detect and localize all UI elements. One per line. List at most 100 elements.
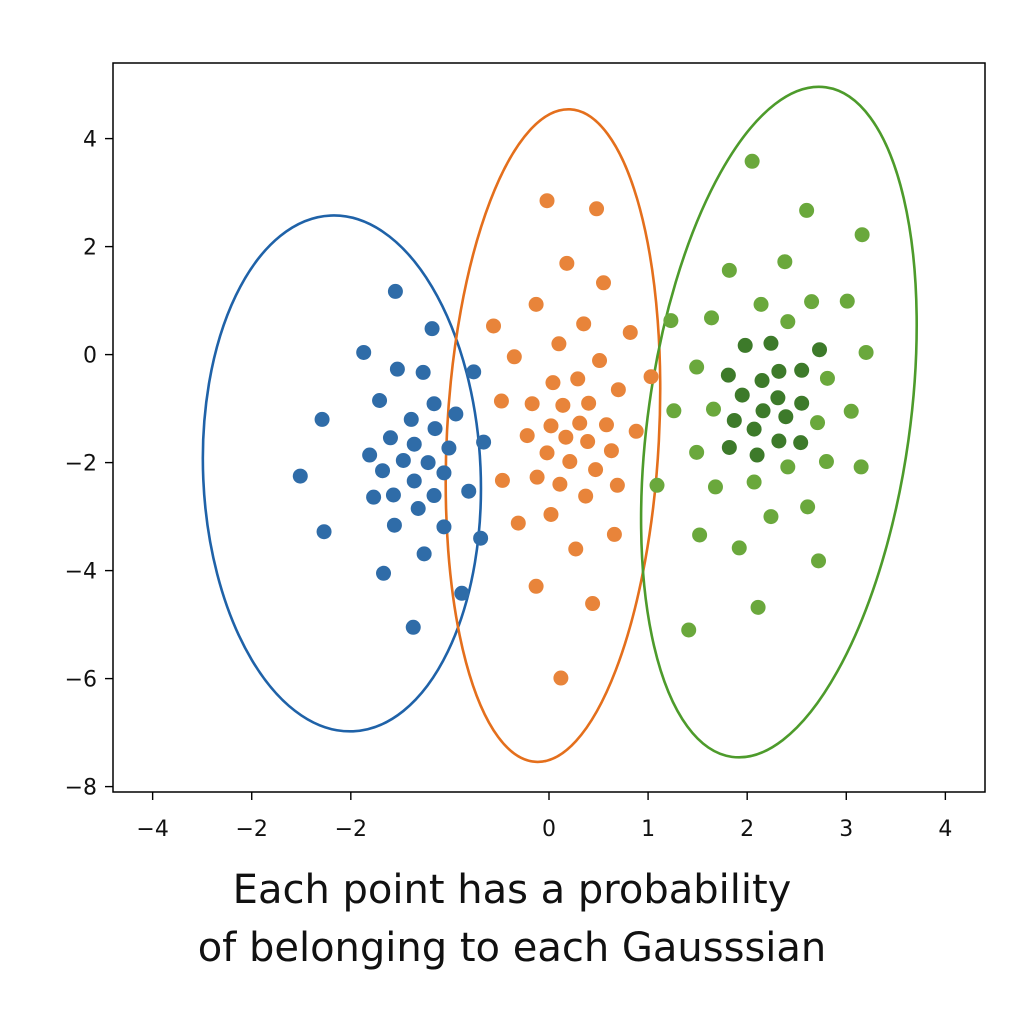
- data-point: [356, 344, 372, 360]
- data-point: [510, 515, 526, 531]
- data-point: [461, 483, 477, 499]
- data-point: [592, 353, 608, 369]
- data-point: [603, 443, 619, 459]
- data-point: [726, 412, 742, 428]
- data-point: [406, 436, 422, 452]
- y-tick-label: −8: [65, 776, 97, 801]
- caption-line-2: of belonging to each Gausssian: [197, 925, 827, 971]
- data-point: [746, 474, 762, 490]
- data-point: [804, 294, 820, 310]
- data-point: [778, 409, 794, 425]
- data-point: [528, 578, 544, 594]
- data-point: [473, 530, 489, 546]
- data-point: [493, 393, 509, 409]
- data-point: [427, 421, 443, 437]
- data-point: [436, 465, 452, 481]
- y-axis: 4 2 0 −2 −4 −6 −8: [65, 128, 113, 801]
- data-point: [853, 459, 869, 475]
- data-point: [559, 255, 575, 271]
- data-point: [529, 469, 545, 485]
- data-point: [387, 283, 403, 299]
- data-point: [780, 459, 796, 475]
- data-point: [410, 501, 426, 516]
- data-point: [770, 390, 786, 406]
- data-point: [454, 585, 470, 601]
- data-point: [628, 423, 644, 439]
- data-point: [555, 397, 571, 413]
- x-tick-label: 4: [938, 817, 952, 842]
- data-point: [707, 479, 723, 495]
- data-point: [737, 337, 753, 353]
- data-point: [578, 488, 594, 504]
- data-point: [543, 506, 559, 522]
- data-point: [292, 468, 308, 484]
- data-point: [705, 401, 721, 417]
- x-tick-label: 1: [641, 817, 655, 842]
- data-point: [580, 434, 596, 450]
- data-point: [426, 488, 442, 504]
- data-point: [568, 541, 584, 557]
- data-point: [771, 363, 787, 379]
- data-point: [415, 364, 431, 380]
- data-point: [598, 417, 614, 433]
- y-tick-label: −2: [65, 452, 97, 477]
- data-point: [818, 454, 834, 470]
- data-point: [553, 670, 569, 686]
- data-point: [405, 619, 421, 635]
- data-point: [403, 411, 419, 427]
- data-point: [854, 227, 870, 243]
- x-tick-label: −4: [136, 817, 168, 842]
- data-point: [589, 201, 605, 217]
- data-point: [643, 369, 659, 385]
- ellipse-layer: [201, 85, 918, 764]
- data-point: [596, 275, 611, 291]
- data-point: [681, 622, 697, 638]
- data-point: [843, 403, 859, 419]
- data-point: [720, 367, 736, 383]
- data-point: [476, 434, 492, 450]
- data-point: [692, 527, 708, 543]
- data-point: [395, 452, 411, 468]
- data-point: [810, 415, 826, 431]
- y-tick-label: −6: [65, 668, 97, 693]
- caption-line-1: Each point has a probability: [232, 867, 792, 913]
- data-point: [750, 599, 766, 615]
- gaussian-ellipse-2: [444, 108, 662, 764]
- data-point: [763, 335, 779, 351]
- data-point: [420, 455, 436, 471]
- data-point: [366, 489, 382, 505]
- data-point: [734, 387, 750, 403]
- data-point: [494, 472, 510, 488]
- data-point: [581, 395, 597, 411]
- data-point: [362, 447, 378, 463]
- data-point: [610, 382, 626, 398]
- x-tick-label: 3: [839, 817, 853, 842]
- data-point: [441, 440, 457, 456]
- data-point: [524, 396, 540, 412]
- data-point: [389, 361, 405, 377]
- data-point: [731, 540, 747, 556]
- x-tick-label: 2: [740, 817, 754, 842]
- data-point: [506, 349, 522, 365]
- y-tick-label: 4: [83, 128, 97, 153]
- data-point: [721, 262, 737, 278]
- data-point: [424, 321, 440, 337]
- data-point: [746, 421, 762, 437]
- data-point: [406, 473, 422, 489]
- y-tick-label: 0: [83, 344, 97, 369]
- points-layer: [292, 153, 874, 686]
- data-point: [528, 296, 544, 312]
- y-tick-label: 2: [83, 236, 97, 261]
- data-point: [562, 454, 578, 470]
- data-point: [539, 445, 555, 461]
- data-point: [558, 429, 574, 445]
- data-point: [519, 428, 535, 444]
- y-tick-label: −4: [65, 560, 97, 585]
- x-axis: −4 −2 −2 0 1 2 3 4: [136, 792, 952, 842]
- data-point: [812, 342, 828, 358]
- data-point: [552, 476, 568, 492]
- data-point: [385, 487, 401, 503]
- data-point: [771, 433, 787, 449]
- data-point: [858, 344, 874, 360]
- data-point: [316, 524, 332, 540]
